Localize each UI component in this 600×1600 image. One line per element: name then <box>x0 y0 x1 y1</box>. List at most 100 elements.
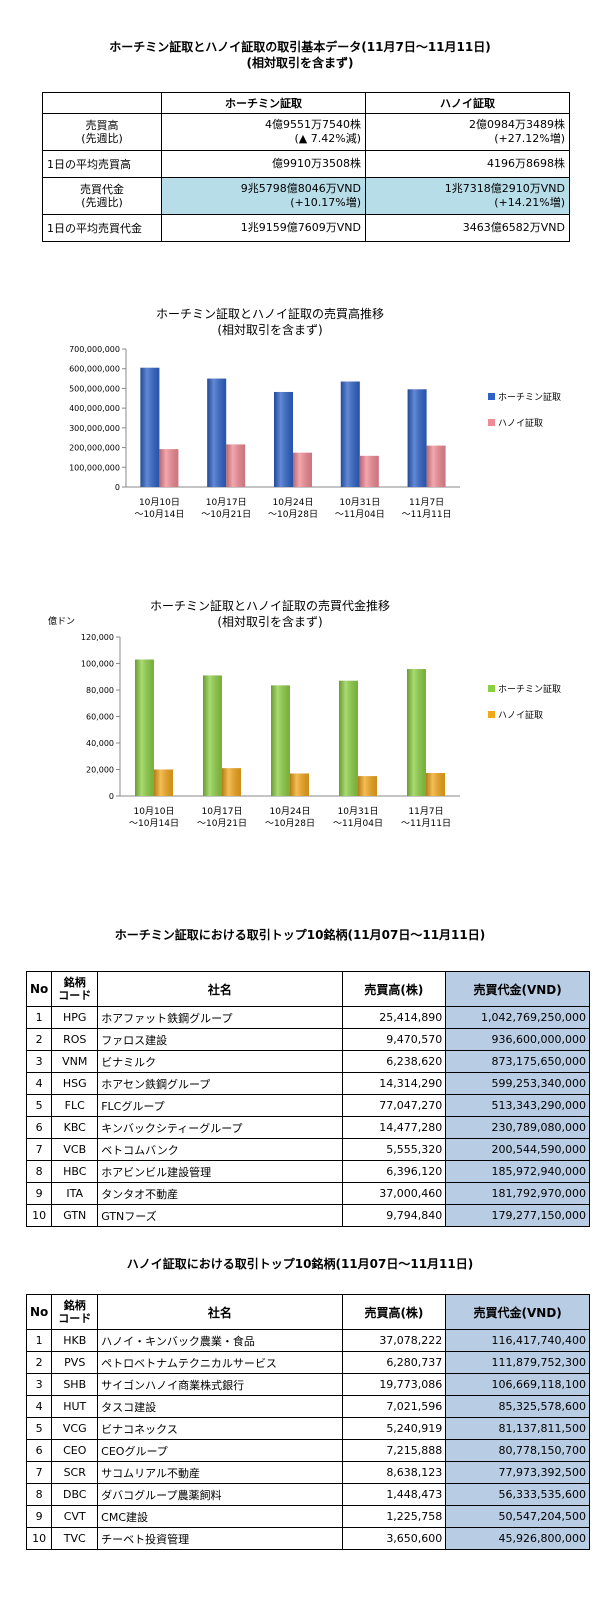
table-row: 4 HSG ホアセン鉄鋼グループ 14,314,290 599,253,340,000 <box>25 1072 590 1095</box>
legend-swatch <box>488 419 495 426</box>
row-label-volume: 売買高 (先週比) <box>42 113 162 151</box>
row-no: 10 <box>25 1527 53 1550</box>
row-no: 2 <box>25 1351 53 1374</box>
row-value: 513,343,290,000 <box>445 1094 590 1117</box>
row-company: キンバックシティーグループ <box>97 1116 343 1139</box>
row-code: HSG <box>51 1072 99 1095</box>
row-value: 230,789,080,000 <box>445 1116 590 1139</box>
y-tick-label: 700,000,000 <box>69 345 120 354</box>
row-code: HKB <box>51 1329 99 1352</box>
table-row: 8 DBC ダバコグループ農薬飼料 1,448,473 56,333,535,600 <box>25 1483 590 1506</box>
row-company: サイゴンハノイ商業株式銀行 <box>97 1373 343 1396</box>
bar-shade <box>340 381 360 487</box>
bar-shade <box>290 773 309 796</box>
row-value: 1,042,769,250,000 <box>445 1006 590 1029</box>
hnx-volume: 2億0984万3489株 (+27.12%増) <box>365 113 570 151</box>
table-row: 2 PVS ペトロベトナムテクニカルサービス 6,280,737 111,879,752… <box>25 1351 590 1374</box>
row-code: ITA <box>51 1182 99 1205</box>
col-value: 売買代金(VND) <box>445 971 590 1007</box>
volume-chart: ホーチミン証取とハノイ証取の売買高推移 (相対取引を含まず) 0 100,000,00… <box>40 304 580 554</box>
legend-label: ハノイ証取 <box>498 417 543 429</box>
row-no: 6 <box>25 1116 53 1139</box>
y-tick-label: 20,000 <box>86 766 114 775</box>
row-company: ファロス建設 <box>97 1028 343 1051</box>
table-row: 5 FLC FLCグループ 77,047,270 513,343,290,000 <box>25 1094 590 1117</box>
x-tick-label: ～10月14日 <box>134 509 184 520</box>
row-no: 9 <box>25 1182 53 1205</box>
y-tick-label: 600,000,000 <box>69 365 120 374</box>
row-no: 8 <box>25 1483 53 1506</box>
bar-shade <box>426 773 445 796</box>
row-company: CEOグループ <box>97 1439 343 1462</box>
bar-shade <box>293 452 312 487</box>
row-code: HUT <box>51 1395 99 1418</box>
value-chart-svg: ホーチミン証取とハノイ証取の売買代金推移(相対取引を含まず) 億ドン 0 20,000… <box>48 598 561 829</box>
row-no: 2 <box>25 1028 53 1051</box>
summary-subtitle: (相対取引を含まず) <box>246 56 354 70</box>
row-label-avg-volume: 1日の平均売買高 <box>42 150 162 178</box>
row-no: 3 <box>25 1050 53 1073</box>
table-row: 2 ROS ファロス建設 9,470,570 936,600,000,000 <box>25 1028 590 1051</box>
table-row: 4 HUT タスコ建設 7,021,596 85,325,578,600 <box>25 1395 590 1418</box>
row-value: 116,417,740,400 <box>445 1329 590 1352</box>
row-no: 6 <box>25 1439 53 1462</box>
hcm-top10-table: No 銘柄 コード 社名 売買高(株) 売買代金(VND) 1 HPG ホアファット鉄鋼グループ… <box>25 971 590 1227</box>
row-value: 936,600,000,000 <box>445 1028 590 1051</box>
row-volume: 9,794,840 <box>341 1204 447 1227</box>
row-volume: 6,280,737 <box>341 1351 447 1374</box>
y-tick-label: 400,000,000 <box>69 404 120 413</box>
row-company: ダバコグループ農薬飼料 <box>97 1483 343 1506</box>
row-volume: 5,240,919 <box>341 1417 447 1440</box>
x-tick-label: ～11月04日 <box>335 509 385 520</box>
row-no: 1 <box>25 1006 53 1029</box>
row-code: DBC <box>51 1483 99 1506</box>
row-value: 56,333,535,600 <box>445 1483 590 1506</box>
row-volume: 3,650,600 <box>341 1527 447 1550</box>
row-code: HBC <box>51 1160 99 1183</box>
col-name: 社名 <box>97 1294 343 1330</box>
row-company: CMC建設 <box>97 1505 343 1528</box>
row-company: サコムリアル不動産 <box>97 1461 343 1484</box>
x-tick-label: 10月17日 <box>206 497 247 508</box>
row-volume: 37,078,222 <box>341 1329 447 1352</box>
row-code: SCR <box>51 1461 99 1484</box>
row-code: VCG <box>51 1417 99 1440</box>
row-volume: 7,021,596 <box>341 1395 447 1418</box>
row-no: 3 <box>25 1373 53 1396</box>
x-tick-label: 10月31日 <box>338 806 379 817</box>
row-code: GTN <box>51 1204 99 1227</box>
row-company: ホアセン鉄鋼グループ <box>97 1072 343 1095</box>
row-code: PVS <box>51 1351 99 1374</box>
row-value: 111,879,752,300 <box>445 1351 590 1374</box>
value-chart: ホーチミン証取とハノイ証取の売買代金推移 (相対取引を含まず) 億ドン 0 20,000… <box>40 596 580 846</box>
row-company: GTNフーズ <box>97 1204 343 1227</box>
table-row: 5 VCG ビナコネックス 5,240,919 81,137,811,500 <box>25 1417 590 1440</box>
chart-subtitle: (相対取引を含まず) <box>217 614 322 629</box>
y-tick-label: 80,000 <box>86 686 114 695</box>
x-tick-label: 10月24日 <box>270 806 311 817</box>
hnx-top10-table: No 銘柄 コード 社名 売買高(株) 売買代金(VND) 1 HKB ハノイ・キンバック農業・… <box>25 1294 590 1550</box>
summary-header-hcm: ホーチミン証取 <box>161 92 366 114</box>
col-value: 売買代金(VND) <box>445 1294 590 1330</box>
row-value: 179,277,150,000 <box>445 1204 590 1227</box>
row-company: ビナミルク <box>97 1050 343 1073</box>
row-code: CVT <box>51 1505 99 1528</box>
x-tick-label: 10月24日 <box>273 497 314 508</box>
row-volume: 1,448,473 <box>341 1483 447 1506</box>
table-row: 9 ITA タンタオ不動産 37,000,460 181,792,970,000 <box>25 1182 590 1205</box>
x-tick-label: ～10月21日 <box>201 509 251 520</box>
hcm-top10-title: ホーチミン証取における取引トップ10銘柄(11月07日～11月11日) <box>114 928 486 942</box>
bar-shade <box>207 378 227 487</box>
row-company: ペトロベトナムテクニカルサービス <box>97 1351 343 1374</box>
col-no: No <box>25 1294 53 1330</box>
row-company: ホアビンビル建設管理 <box>97 1160 343 1183</box>
row-code: VNM <box>51 1050 99 1073</box>
x-tick-label: ～10月28日 <box>268 509 318 520</box>
row-company: タンタオ不動産 <box>97 1182 343 1205</box>
row-volume: 37,000,460 <box>341 1182 447 1205</box>
x-tick-label: ～11月11日 <box>402 509 452 520</box>
chart-title: ホーチミン証取とハノイ証取の売買代金推移 <box>150 598 390 613</box>
row-volume: 77,047,270 <box>341 1094 447 1117</box>
row-value: 106,669,118,100 <box>445 1373 590 1396</box>
row-value: 873,175,650,000 <box>445 1050 590 1073</box>
